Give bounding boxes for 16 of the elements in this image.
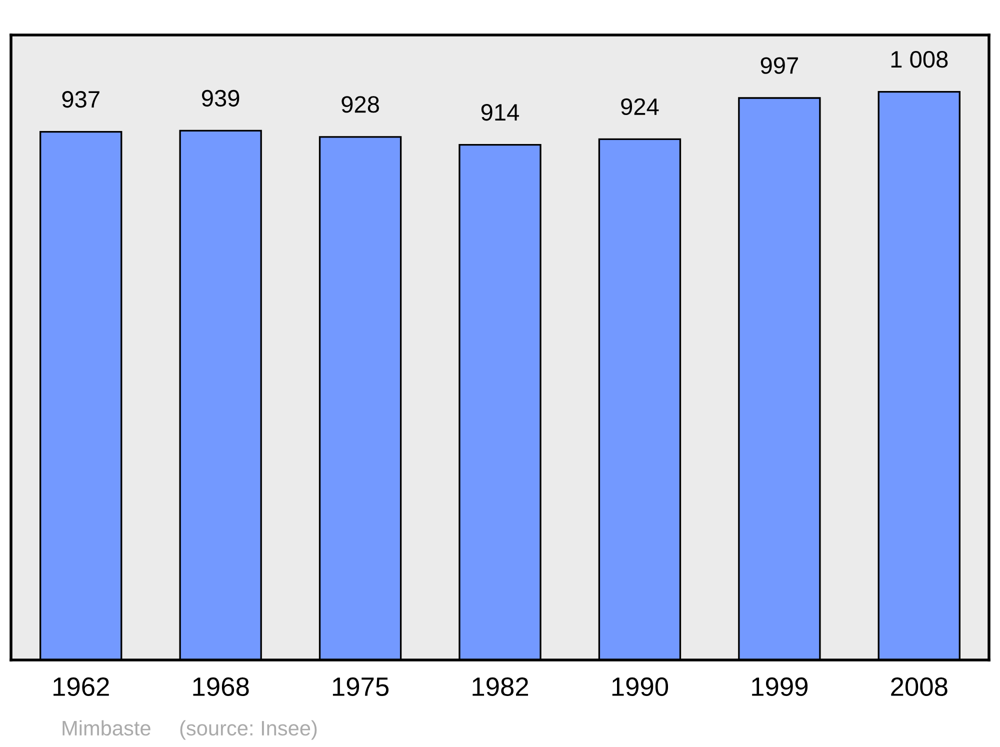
x-tick-label: 1990 [612,677,668,696]
text: Mimbaste [62,720,150,736]
x-tick-label: 1999 [752,677,808,696]
data-label: 937 [62,91,100,108]
text: (source: Insee) [180,720,317,740]
x-tick-label: 1962 [54,677,109,696]
data-label: 997 [760,57,798,74]
x-tick-label: 2008 [891,677,948,696]
data-label: 1 008 [891,50,948,68]
data-label: 914 [481,104,520,121]
data-label: 924 [621,98,659,116]
x-tick-label: 1968 [193,677,249,696]
data-label: 928 [342,96,379,113]
data-label: 939 [202,90,240,107]
x-tick-label: 1975 [332,677,389,696]
x-tick-label: 1982 [472,677,528,696]
